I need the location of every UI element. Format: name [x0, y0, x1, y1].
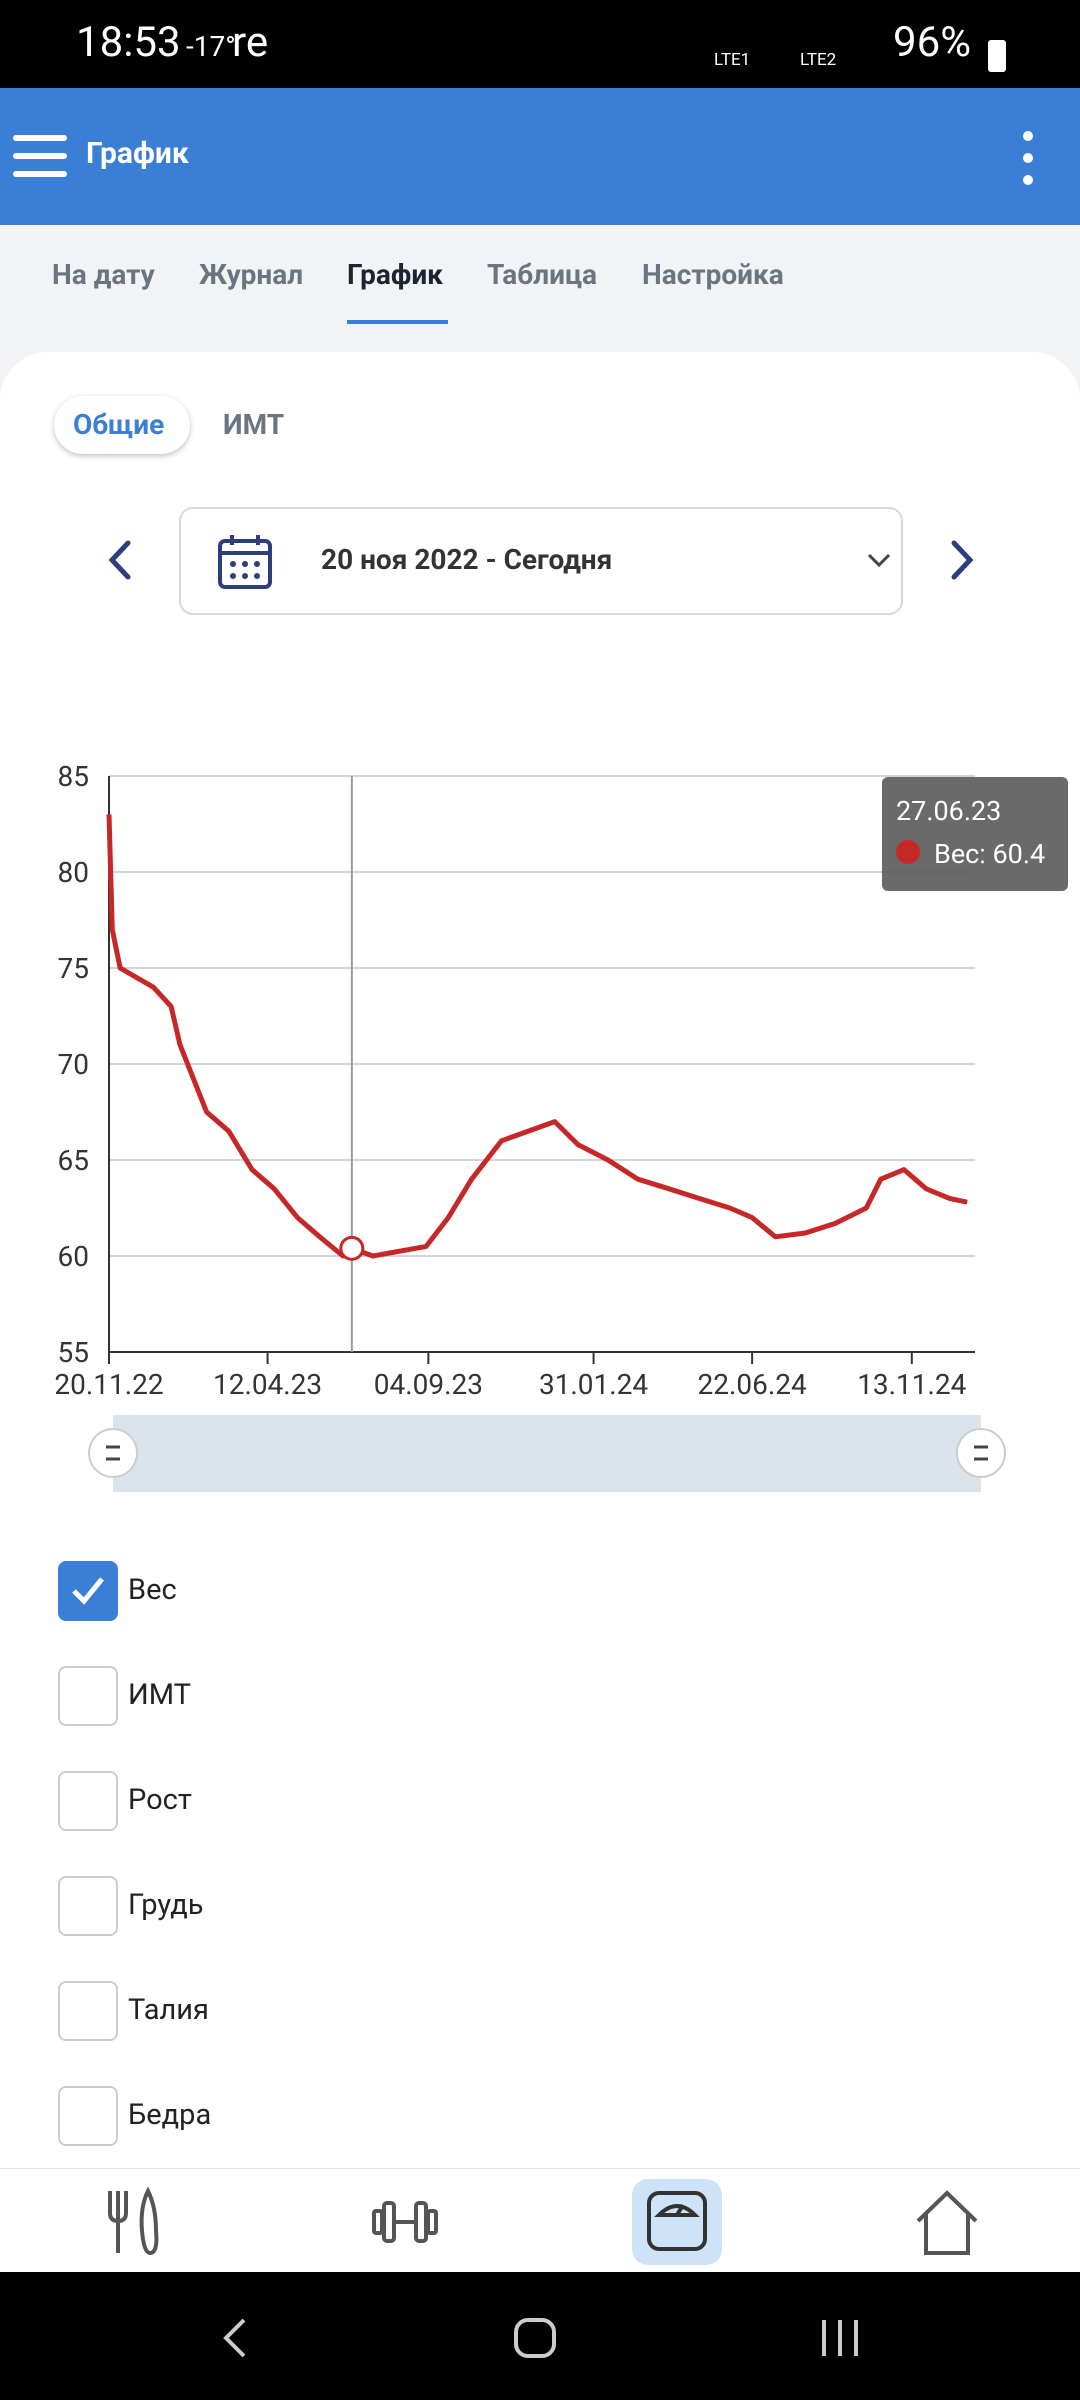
date-range: 20 ноя 2022 - Сегодня	[321, 543, 613, 576]
status-bar: 18:53 -17° re LTE1 LTE2 96%	[0, 0, 1080, 88]
recents-button[interactable]	[818, 2316, 862, 2360]
y-tick-label: 75	[58, 952, 89, 985]
chart: 55 60 65 70 75 80 85 20.11.22 12.04.23 04.09.23 31…	[54, 760, 1068, 1492]
y-tick-label: 65	[58, 1144, 89, 1177]
checkbox-label[interactable]: Грудь	[128, 1888, 204, 1922]
checkbox[interactable]	[58, 1666, 118, 1726]
tooltip-date: 27.06.23	[896, 795, 1001, 827]
navigator-handle-grip	[974, 1445, 988, 1461]
home-button[interactable]	[512, 2316, 560, 2360]
checkbox-label[interactable]: ИМТ	[128, 1678, 191, 1712]
tooltip-box	[882, 777, 1068, 891]
date-selector[interactable]	[179, 507, 903, 615]
checkbox[interactable]	[58, 1981, 118, 2041]
battery-icon	[988, 40, 1006, 72]
x-tick-label: 04.09.23	[374, 1368, 483, 1401]
bottom-nav	[0, 2168, 1080, 2273]
calendar-icon	[218, 535, 272, 589]
checkbox-label[interactable]: Бедра	[128, 2098, 212, 2132]
carrier: re	[232, 18, 269, 67]
next-button[interactable]	[942, 535, 982, 585]
x-tick-label: 31.01.24	[539, 1368, 648, 1401]
system-nav	[0, 2272, 1080, 2400]
network: LTE2	[800, 50, 837, 70]
back-button[interactable]	[220, 2316, 250, 2360]
app-title: График	[86, 136, 189, 171]
tooltip-value: Вес: 60.4	[934, 838, 1045, 870]
battery: 96%	[893, 18, 971, 67]
y-tick-label: 60	[58, 1240, 89, 1273]
checkbox-label[interactable]: Вес	[128, 1573, 177, 1607]
checkbox-label[interactable]: Талия	[128, 1993, 209, 2027]
tooltip-legend-dot	[896, 840, 920, 864]
y-tick-label: 85	[58, 760, 89, 793]
dropdown-arrow	[867, 553, 891, 568]
subtab-active[interactable]: Общие	[73, 408, 165, 441]
tab[interactable]: На дату	[52, 258, 155, 291]
more-button[interactable]	[1016, 128, 1040, 188]
y-tick-label: 55	[58, 1336, 89, 1369]
nav-food[interactable]	[100, 2187, 170, 2257]
checkbox[interactable]	[58, 1876, 118, 1936]
subtab-pill	[54, 396, 190, 454]
app-bar: График	[0, 88, 1080, 225]
x-tick-label: 20.11.22	[54, 1368, 163, 1401]
checkbox[interactable]	[58, 1771, 118, 1831]
nav-home[interactable]	[912, 2187, 982, 2257]
checkbox-label[interactable]: Рост	[128, 1783, 192, 1817]
time: 18:53	[76, 18, 181, 67]
x-tick-label: 12.04.23	[213, 1368, 322, 1401]
tab-indicator	[347, 320, 448, 324]
tab[interactable]: Настройка	[642, 258, 784, 291]
navigator-handle[interactable]	[956, 1428, 1006, 1478]
network: LTE1	[714, 50, 751, 70]
prev-button[interactable]	[100, 535, 140, 585]
x-tick-label: 22.06.24	[698, 1368, 807, 1401]
temperature: -17°	[186, 30, 236, 63]
checkbox[interactable]	[58, 2086, 118, 2146]
menu-button[interactable]	[12, 132, 68, 180]
navigator-handle[interactable]	[88, 1428, 138, 1478]
nav-scale[interactable]	[645, 2189, 709, 2253]
y-tick-label: 80	[58, 856, 89, 889]
tab[interactable]: Таблица	[487, 258, 598, 291]
tab-active[interactable]: График	[347, 258, 443, 291]
tab[interactable]: Журнал	[199, 258, 304, 291]
navigator	[113, 1415, 981, 1492]
navigator-handle-grip	[106, 1445, 120, 1461]
y-tick-label: 70	[58, 1048, 89, 1081]
data-line	[106, 814, 968, 1259]
hover-point	[339, 1235, 365, 1261]
check-mark	[72, 1577, 104, 1605]
nav-workout[interactable]	[370, 2197, 440, 2247]
content-card	[0, 352, 1080, 2172]
subtab[interactable]: ИМТ	[223, 408, 285, 441]
x-tick-label: 13.11.24	[857, 1368, 966, 1401]
checkbox[interactable]	[58, 1561, 118, 1621]
